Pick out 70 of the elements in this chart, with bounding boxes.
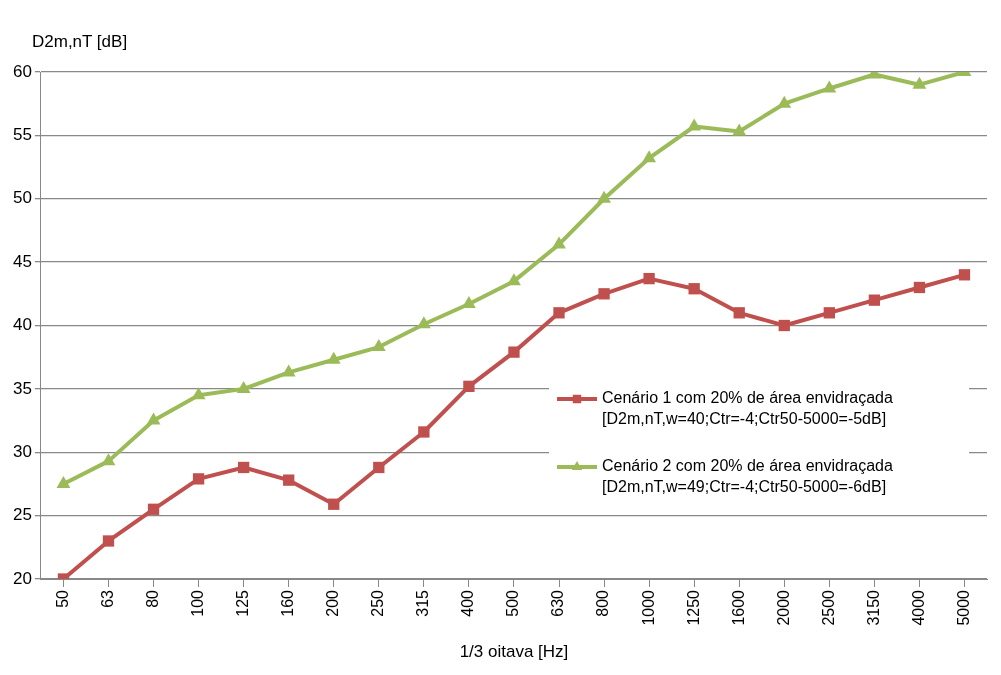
y-tick-label: 35 [12, 378, 32, 398]
x-tick-label: 5000 [954, 589, 972, 626]
point [598, 288, 610, 300]
point [191, 387, 206, 400]
y-tick-label: 25 [12, 505, 32, 525]
point [281, 364, 296, 377]
point [508, 346, 520, 358]
x-tick-label: 250 [369, 589, 387, 617]
x-tick-label: 160 [279, 589, 297, 617]
point [326, 351, 341, 364]
y-axis-title: D2m,nT [dB] [32, 31, 128, 51]
x-tick-label: 3150 [864, 589, 882, 626]
point [597, 190, 611, 203]
point [552, 236, 566, 249]
x-tick-label: 80 [143, 589, 161, 608]
y-tick-label: 60 [12, 61, 32, 81]
legend-label: Cenário 1 com 20% de área envidraçada [D2m,nT,w=40;Ctr=-4;Ctr50-5000=-5dB] [602, 389, 893, 428]
point [371, 339, 386, 352]
x-tick-label: 63 [98, 589, 116, 608]
x-tick-label: 315 [414, 589, 432, 617]
x-tick-label: 50 [53, 589, 71, 608]
point [822, 80, 837, 93]
y-tick-label: 40 [12, 315, 32, 335]
point [643, 272, 655, 285]
point [912, 76, 927, 89]
point [463, 380, 475, 392]
x-tick-label: 2000 [774, 589, 792, 626]
point [642, 150, 657, 163]
point [236, 380, 251, 393]
x-axis-title: 1/3 oitava [Hz] [459, 642, 569, 662]
point [102, 535, 115, 547]
y-tick-label: 55 [12, 125, 32, 145]
x-tick-label: 1000 [639, 589, 657, 626]
x-tick-label: 630 [549, 589, 567, 617]
x-tick-label: 1250 [684, 589, 702, 626]
x-tick-label: 500 [504, 589, 522, 617]
point [913, 281, 926, 294]
point [958, 269, 971, 281]
x-tick-label: 4000 [909, 589, 927, 626]
point [778, 319, 790, 332]
point [507, 273, 521, 286]
x-tick-label: 1600 [729, 589, 747, 626]
point [146, 412, 161, 425]
point [688, 283, 700, 295]
point [283, 474, 295, 486]
point [147, 503, 160, 515]
x-tick-label: 400 [459, 589, 477, 617]
point [373, 461, 385, 474]
point [418, 426, 430, 438]
point [823, 307, 835, 319]
y-tick-label: 50 [12, 188, 32, 208]
y-tick-label: 45 [12, 251, 32, 271]
point [192, 473, 205, 485]
x-tick-label: 2500 [819, 589, 837, 626]
point [328, 498, 340, 510]
point [687, 118, 702, 131]
x-tick-label: 125 [234, 589, 252, 617]
point [733, 307, 745, 319]
legend-label: Cenário 2 com 20% de área envidraçada [D2m,nT,w=49;Ctr=-4;Ctr50-5000=-6dB] [602, 457, 893, 496]
y-tick-label: 20 [12, 568, 32, 588]
x-tick-label: 200 [324, 589, 342, 617]
point [732, 123, 747, 136]
point [777, 95, 792, 108]
x-tick-label: 800 [594, 589, 612, 617]
y-tick-label: 30 [12, 441, 32, 461]
point [868, 294, 881, 306]
x-tick-label: 100 [189, 589, 206, 617]
point [101, 453, 116, 466]
point [237, 461, 250, 474]
point [553, 307, 565, 319]
